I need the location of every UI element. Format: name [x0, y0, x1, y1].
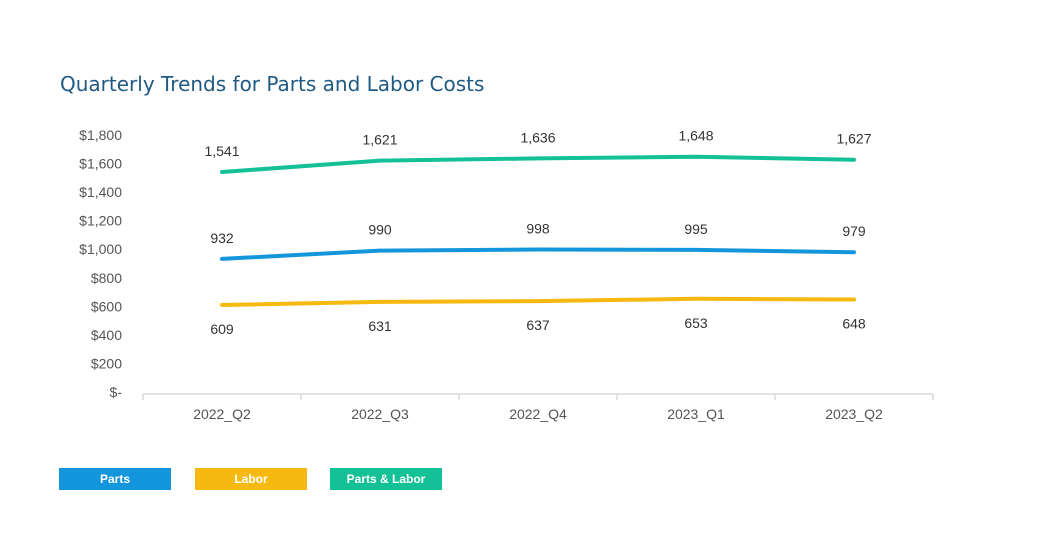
legend-item: Parts & Labor	[330, 468, 442, 490]
x-axis: 2022_Q2 2022_Q3 2022_Q4 2023_Q1 2023_Q2	[142, 393, 934, 422]
y-tick-label: $1,400	[79, 184, 122, 200]
x-tick-label: 2022_Q2	[193, 406, 251, 422]
data-label: 609	[210, 321, 234, 337]
data-label: 1,621	[362, 132, 397, 148]
legend-item: Labor	[195, 468, 307, 490]
data-label: 653	[684, 315, 708, 331]
y-tick-label: $400	[91, 327, 122, 343]
y-tick-label: $1,200	[79, 213, 122, 229]
legend-item: Parts	[59, 468, 171, 490]
y-tick-label: $1,600	[79, 156, 122, 172]
data-label: 1,627	[836, 131, 871, 147]
y-tick-label: $600	[91, 298, 122, 314]
x-tick-label: 2023_Q1	[667, 406, 725, 422]
y-tick-label: $-	[110, 384, 123, 400]
x-tick-label: 2023_Q2	[825, 406, 883, 422]
chart-title: Quarterly Trends for Parts and Labor Cos…	[60, 72, 485, 96]
data-label: 637	[526, 317, 550, 333]
series-line	[220, 296, 856, 307]
series-layer	[220, 154, 856, 307]
series-line	[220, 247, 856, 261]
data-labels: 932 990 998 995 979 609 631 637 653 648 1,541 1,621…	[204, 128, 871, 337]
y-tick-label: $200	[91, 355, 122, 371]
data-label: 995	[684, 221, 708, 237]
series-line	[220, 154, 856, 174]
data-label: 1,636	[520, 129, 555, 145]
y-tick-label: $1,000	[79, 241, 122, 257]
data-label: 990	[368, 222, 392, 238]
data-label: 631	[368, 318, 392, 334]
y-tick-label: $800	[91, 270, 122, 286]
data-label: 1,648	[678, 128, 713, 144]
data-label: 1,541	[204, 143, 239, 159]
x-tick-label: 2022_Q4	[509, 406, 567, 422]
data-label: 932	[210, 230, 234, 246]
y-tick-label: $1,800	[79, 127, 122, 143]
x-tick-label: 2022_Q3	[351, 406, 409, 422]
data-label: 648	[842, 315, 866, 331]
data-label: 998	[526, 221, 550, 237]
data-label: 979	[842, 223, 866, 239]
y-axis: $- $200 $400 $600 $800 $1,000 $1,200 $1,400 $1,6…	[79, 127, 122, 400]
